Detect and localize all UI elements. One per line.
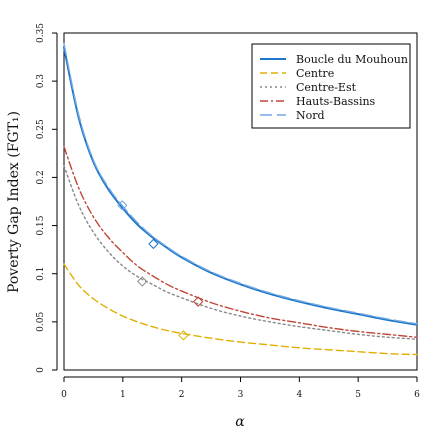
legend-label-2: Centre-Est	[296, 81, 357, 94]
y-tick-label: 0.05	[36, 312, 46, 332]
x-tick-label: 6	[414, 390, 420, 400]
x-tick-label: 4	[296, 390, 302, 400]
legend-label-3: Hauts-Bassins	[296, 95, 376, 108]
x-tick-label: 0	[61, 390, 67, 400]
legend: Boucle du MouhounCentreCentre-EstHauts-B…	[251, 43, 411, 129]
y-tick-label: 0	[36, 367, 46, 373]
x-axis-title: α	[235, 414, 245, 430]
y-axis-title: Poverty Gap Index (FGT₁)	[6, 111, 22, 293]
y-tick-label: 0.25	[36, 119, 46, 139]
y-tick-label: 0.3	[36, 74, 46, 89]
x-tick-label: 5	[355, 390, 361, 400]
y-tick-label: 0.2	[36, 170, 46, 184]
series-line-1	[63, 263, 418, 356]
series-marker-4	[117, 200, 128, 211]
y-tick-label: 0.35	[36, 23, 46, 43]
series-marker-3	[192, 296, 204, 307]
series-line-0	[63, 46, 418, 326]
axis-labels: α Poverty Gap Index (FGT₁)	[6, 111, 245, 430]
legend-label-4: Nord	[296, 109, 325, 122]
x-tick-label: 3	[238, 390, 244, 400]
series-line-4	[63, 42, 418, 325]
axes-layer: 0 1 2 3 4 5 6 0 0.05 0.1 0.15 0.2 0.25 0.3 0.35	[36, 23, 420, 400]
x-tick-label: 2	[179, 390, 185, 400]
series-layer	[63, 42, 418, 356]
plot-frame	[63, 32, 418, 371]
legend-label-1: Centre	[296, 67, 334, 80]
legend-label-0: Boucle du Mouhoun	[296, 53, 408, 66]
x-tick-label: 1	[120, 390, 126, 400]
series-line-3	[63, 145, 418, 338]
series-marker-2	[137, 276, 148, 287]
series-line-2	[63, 165, 418, 340]
y-tick-label: 0.1	[36, 267, 46, 281]
series-marker-1	[178, 330, 189, 341]
series-marker-0	[148, 238, 159, 250]
y-tick-label: 0.15	[36, 215, 46, 235]
marker-layer	[117, 200, 204, 341]
